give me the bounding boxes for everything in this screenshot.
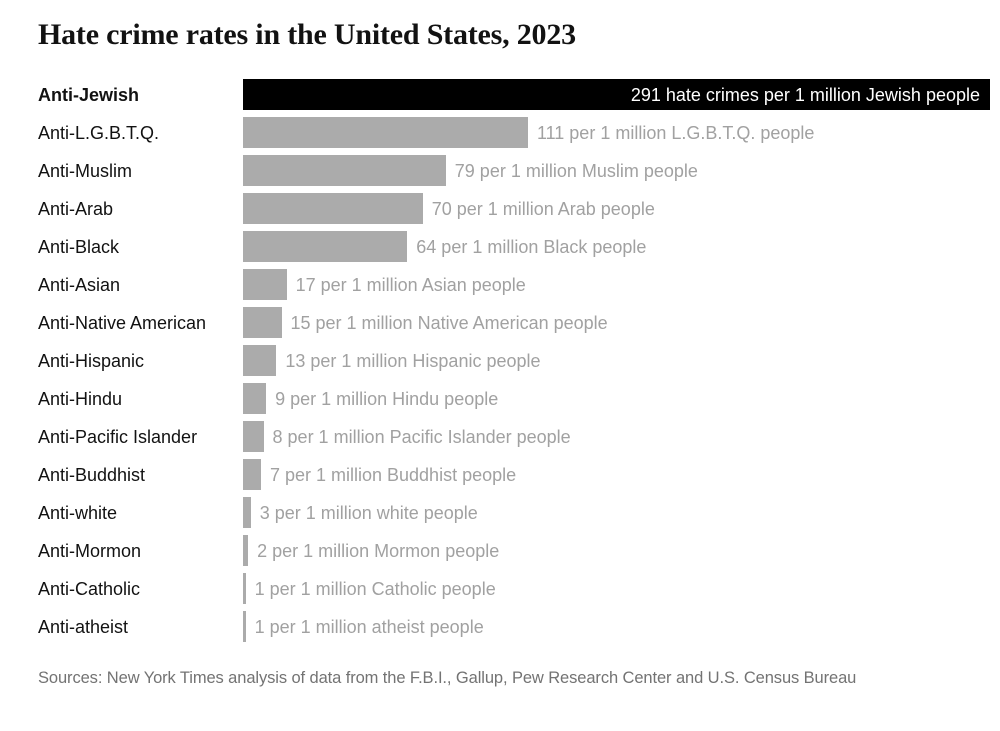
bar xyxy=(243,231,408,262)
row-label: Anti-Hispanic xyxy=(38,350,145,371)
bar-value-label: 291 hate crimes per 1 million Jewish peo… xyxy=(630,84,980,105)
bar-value-label: 7 per 1 million Buddhist people xyxy=(269,464,517,485)
row-label: Anti-L.G.B.T.Q. xyxy=(38,122,160,143)
bar-value-label: 13 per 1 million Hispanic people xyxy=(285,350,541,371)
bar-track: 1 per 1 million atheist people xyxy=(243,611,990,642)
row-label: Anti-Pacific Islander xyxy=(38,426,198,447)
bar-value-label: 3 per 1 million white people xyxy=(259,502,478,523)
bar-value-label: 70 per 1 million Arab people xyxy=(431,198,655,219)
bar-track: 15 per 1 million Native American people xyxy=(243,307,990,338)
chart-row: Anti-Black 64 per 1 million Black people xyxy=(38,231,990,262)
bar xyxy=(243,383,267,414)
bar xyxy=(243,459,261,490)
row-label: Anti-Arab xyxy=(38,198,114,219)
chart-row: Anti-Jewish 291 hate crimes per 1 million… xyxy=(38,79,990,110)
bar xyxy=(243,307,282,338)
bar xyxy=(243,573,246,604)
row-label: Anti-Asian xyxy=(38,274,121,295)
bar xyxy=(243,117,528,148)
chart-row: Anti-Native American 15 per 1 million Nat… xyxy=(38,307,990,338)
bar xyxy=(243,193,423,224)
chart-row: Anti-Buddhist 7 per 1 million Buddhist pe… xyxy=(38,459,990,490)
bar xyxy=(243,535,249,566)
bar-value-label: 64 per 1 million Black people xyxy=(416,236,647,257)
bar-track: 9 per 1 million Hindu people xyxy=(243,383,990,414)
bar-track: 70 per 1 million Arab people xyxy=(243,193,990,224)
bar-track: 13 per 1 million Hispanic people xyxy=(243,345,990,376)
bar-track: 291 hate crimes per 1 million Jewish peo… xyxy=(243,79,990,110)
bar xyxy=(243,611,246,642)
source-note: Sources: New York Times analysis of data… xyxy=(38,669,857,687)
chart-row: Anti-Mormon 2 per 1 million Mormon people xyxy=(38,535,990,566)
bar: 291 hate crimes per 1 million Jewish peo… xyxy=(243,79,990,110)
row-label: Anti-Mormon xyxy=(38,540,142,561)
bar-value-label: 15 per 1 million Native American people xyxy=(290,312,608,333)
bar-track: 79 per 1 million Muslim people xyxy=(243,155,990,186)
bar-value-label: 2 per 1 million Mormon people xyxy=(257,540,500,561)
row-label: Anti-Jewish xyxy=(38,84,140,105)
bar xyxy=(243,269,287,300)
bar-track: 111 per 1 million L.G.B.T.Q. people xyxy=(243,117,990,148)
chart-rows: Anti-Jewish 291 hate crimes per 1 million… xyxy=(38,79,990,642)
bar xyxy=(243,345,277,376)
bar-value-label: 9 per 1 million Hindu people xyxy=(275,388,499,409)
bar xyxy=(243,155,446,186)
bar-track: 1 per 1 million Catholic people xyxy=(243,573,990,604)
bar xyxy=(243,497,251,528)
bar-track: 7 per 1 million Buddhist people xyxy=(243,459,990,490)
bar-track: 8 per 1 million Pacific Islander people xyxy=(243,421,990,452)
row-label: Anti-Buddhist xyxy=(38,464,146,485)
row-label: Anti-Muslim xyxy=(38,160,133,181)
bar-value-label: 79 per 1 million Muslim people xyxy=(454,160,698,181)
bar-track: 17 per 1 million Asian people xyxy=(243,269,990,300)
chart-row: Anti-Hispanic 13 per 1 million Hispanic p… xyxy=(38,345,990,376)
row-label: Anti-Black xyxy=(38,236,120,257)
page-title: Hate crime rates in the United States, 2… xyxy=(38,18,576,51)
bar-value-label: 1 per 1 million Catholic people xyxy=(254,578,496,599)
bar-value-label: 8 per 1 million Pacific Islander people xyxy=(272,426,571,447)
row-label: Anti-white xyxy=(38,502,118,523)
row-label: Anti-atheist xyxy=(38,616,129,637)
bar-value-label: 17 per 1 million Asian people xyxy=(295,274,526,295)
chart-row: Anti-white 3 per 1 million white people xyxy=(38,497,990,528)
row-label: Anti-Native American xyxy=(38,312,207,333)
bar-track: 64 per 1 million Black people xyxy=(243,231,990,262)
bar-value-label: 111 per 1 million L.G.B.T.Q. people xyxy=(536,122,815,143)
chart-row: Anti-atheist 1 per 1 million atheist peop… xyxy=(38,611,990,642)
bar-track: 2 per 1 million Mormon people xyxy=(243,535,990,566)
bar xyxy=(243,421,264,452)
row-label: Anti-Catholic xyxy=(38,578,141,599)
chart-row: Anti-Pacific Islander 8 per 1 million Pac… xyxy=(38,421,990,452)
row-label: Anti-Hindu xyxy=(38,388,123,409)
bar-value-label: 1 per 1 million atheist people xyxy=(254,616,484,637)
chart-row: Anti-Catholic 1 per 1 million Catholic pe… xyxy=(38,573,990,604)
chart-row: Anti-Arab 70 per 1 million Arab people xyxy=(38,193,990,224)
chart-row: Anti-Muslim 79 per 1 million Muslim peopl… xyxy=(38,155,990,186)
bar-track: 3 per 1 million white people xyxy=(243,497,990,528)
chart-row: Anti-L.G.B.T.Q. 111 per 1 million L.G.B.T… xyxy=(38,117,990,148)
chart-row: Anti-Hindu 9 per 1 million Hindu people xyxy=(38,383,990,414)
chart-row: Anti-Asian 17 per 1 million Asian people xyxy=(38,269,990,300)
